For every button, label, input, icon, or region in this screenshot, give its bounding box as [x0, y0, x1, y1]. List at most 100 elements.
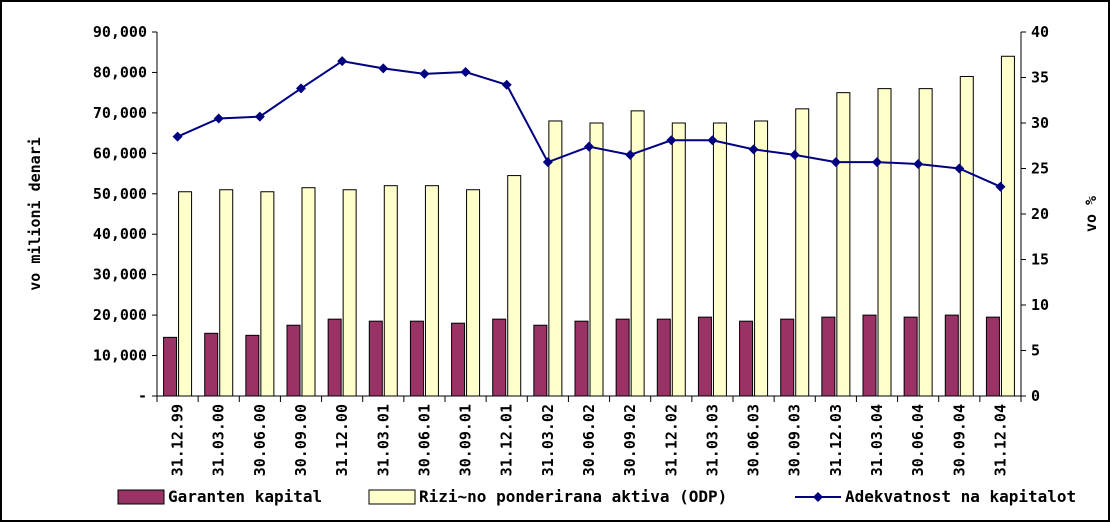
series-rizicno-ponderirana-aktiva	[178, 55, 1015, 397]
adekvatnost-point	[748, 144, 759, 155]
x-tick-label: 31.12.03	[827, 404, 845, 476]
bar-rizicno-ponderirana-aktiva	[301, 187, 316, 397]
y2-tick-label: 0	[1031, 387, 1040, 405]
bar-rizicno-ponderirana-aktiva	[260, 191, 275, 397]
x-tick-label: 31.12.01	[498, 404, 516, 476]
x-tick-label: 30.09.02	[621, 404, 639, 476]
x-tick-label: 30.09.03	[786, 404, 804, 476]
bar-garanten-kapital	[574, 320, 589, 397]
tick-labels: - 10,000 20,000 30,000 40,000 50,000 60,000 70,…	[93, 23, 1049, 476]
x-tick-label: 30.09.01	[457, 404, 475, 476]
x-tick-label: 30.06.00	[251, 404, 269, 476]
x-tick-label: 30.06.03	[745, 404, 763, 476]
y2-tick-label: 15	[1031, 251, 1049, 269]
adekvatnost-point	[460, 67, 471, 78]
x-tick-label: 30.06.01	[415, 404, 433, 476]
bar-garanten-kapital	[944, 314, 959, 397]
y2-tick-label: 40	[1031, 23, 1049, 41]
bar-rizicno-ponderirana-aktiva	[959, 75, 974, 397]
x-tick-label: 30.09.04	[950, 404, 968, 476]
bar-garanten-kapital	[697, 316, 712, 397]
adekvatnost-point	[542, 157, 553, 168]
bar-rizicno-ponderirana-aktiva	[383, 185, 398, 397]
y-tick-label: 30,000	[93, 266, 147, 284]
x-tick-label: 31.12.02	[662, 404, 680, 476]
adekvatnost-point	[707, 135, 718, 146]
adekvatnost-point	[830, 157, 841, 168]
y-tick-label: 20,000	[93, 306, 147, 324]
series-adekvatnost	[172, 56, 1006, 192]
bar-garanten-kapital	[985, 316, 1000, 397]
legend-label-garanten-kapital: Garanten kapital	[168, 487, 322, 506]
adekvatnost-point	[337, 56, 348, 67]
y2-axis-title: vo %	[1082, 196, 1100, 232]
y-tick-label: -	[138, 387, 147, 405]
x-tick-label: 31.12.00	[333, 404, 351, 476]
x-tick-label: 31.03.02	[539, 404, 557, 476]
bar-rizicno-ponderirana-aktiva	[589, 122, 604, 397]
bar-garanten-kapital	[903, 316, 918, 397]
bar-garanten-kapital	[821, 316, 836, 397]
bar-garanten-kapital	[656, 318, 671, 397]
series-garanten-kapital	[163, 314, 1000, 397]
bar-rizicno-ponderirana-aktiva	[712, 122, 727, 397]
y-tick-label: 50,000	[93, 185, 147, 203]
y-tick-label: 40,000	[93, 225, 147, 243]
legend: Garanten kapital Rizi~no ponderirana akti…	[117, 487, 1076, 506]
bar-rizicno-ponderirana-aktiva	[918, 88, 933, 397]
bar-rizicno-ponderirana-aktiva	[178, 191, 193, 397]
adekvatnost-line	[177, 60, 1001, 188]
bar-rizicno-ponderirana-aktiva	[507, 175, 522, 397]
bar-garanten-kapital	[245, 334, 260, 397]
legend-swatch-rizicno-ponderirana-aktiva	[368, 489, 416, 505]
bar-rizicno-ponderirana-aktiva	[1000, 55, 1015, 397]
y-tick-label: 60,000	[93, 144, 147, 162]
adekvatnost-point	[872, 157, 882, 168]
adekvatnost-point	[419, 68, 430, 79]
adekvatnost-point	[172, 131, 183, 142]
bar-rizicno-ponderirana-aktiva	[424, 185, 439, 397]
x-tick-label: 31.03.03	[703, 404, 721, 476]
y2-tick-label: 30	[1031, 114, 1049, 132]
bar-rizicno-ponderirana-aktiva	[219, 189, 234, 397]
x-tick-label: 31.03.01	[374, 404, 392, 476]
adekvatnost-point	[789, 149, 800, 160]
bar-rizicno-ponderirana-aktiva	[466, 189, 481, 397]
x-tick-label: 31.03.00	[210, 404, 228, 476]
adekvatnost-point	[666, 135, 677, 146]
y2-tick-label: 10	[1031, 296, 1049, 314]
bar-garanten-kapital	[204, 332, 219, 397]
legend-label-rizicno-ponderirana-aktiva: Rizi~no ponderirana aktiva (ODP)	[419, 487, 727, 506]
bar-rizicno-ponderirana-aktiva	[342, 189, 357, 397]
bar-garanten-kapital	[368, 320, 383, 397]
adekvatnost-point	[501, 79, 512, 90]
bar-rizicno-ponderirana-aktiva	[671, 122, 686, 397]
y2-tick-label: 5	[1031, 342, 1040, 360]
x-tick-label: 30.06.04	[909, 404, 927, 476]
bar-rizicno-ponderirana-aktiva	[836, 92, 851, 397]
bar-garanten-kapital	[409, 320, 424, 397]
y-tick-label: 80,000	[93, 63, 147, 81]
legend-label-adekvatnost: Adekvatnost na kapitalot	[845, 487, 1076, 506]
adekvatnost-point	[995, 181, 1006, 192]
bar-garanten-kapital	[163, 336, 178, 397]
y2-tick-label: 20	[1031, 205, 1049, 223]
bar-garanten-kapital	[739, 320, 754, 397]
adekvatnost-point	[378, 63, 389, 74]
bar-garanten-kapital	[492, 318, 507, 397]
bar-rizicno-ponderirana-aktiva	[877, 88, 892, 397]
x-tick-label: 30.09.00	[292, 404, 310, 476]
adekvatnost-point	[213, 113, 224, 124]
y2-tick-label: 25	[1031, 160, 1049, 178]
bar-garanten-kapital	[451, 322, 466, 397]
adekvatnost-point	[954, 163, 965, 174]
bar-garanten-kapital	[533, 324, 548, 397]
y-tick-label: 90,000	[93, 23, 147, 41]
adekvatnost-point	[584, 141, 594, 152]
y2-tick-label: 35	[1031, 69, 1049, 87]
adekvatnost-point	[625, 149, 636, 160]
bar-garanten-kapital	[862, 314, 877, 397]
bar-rizicno-ponderirana-aktiva	[795, 108, 810, 397]
y-axis-title: vo milioni denari	[26, 137, 44, 291]
